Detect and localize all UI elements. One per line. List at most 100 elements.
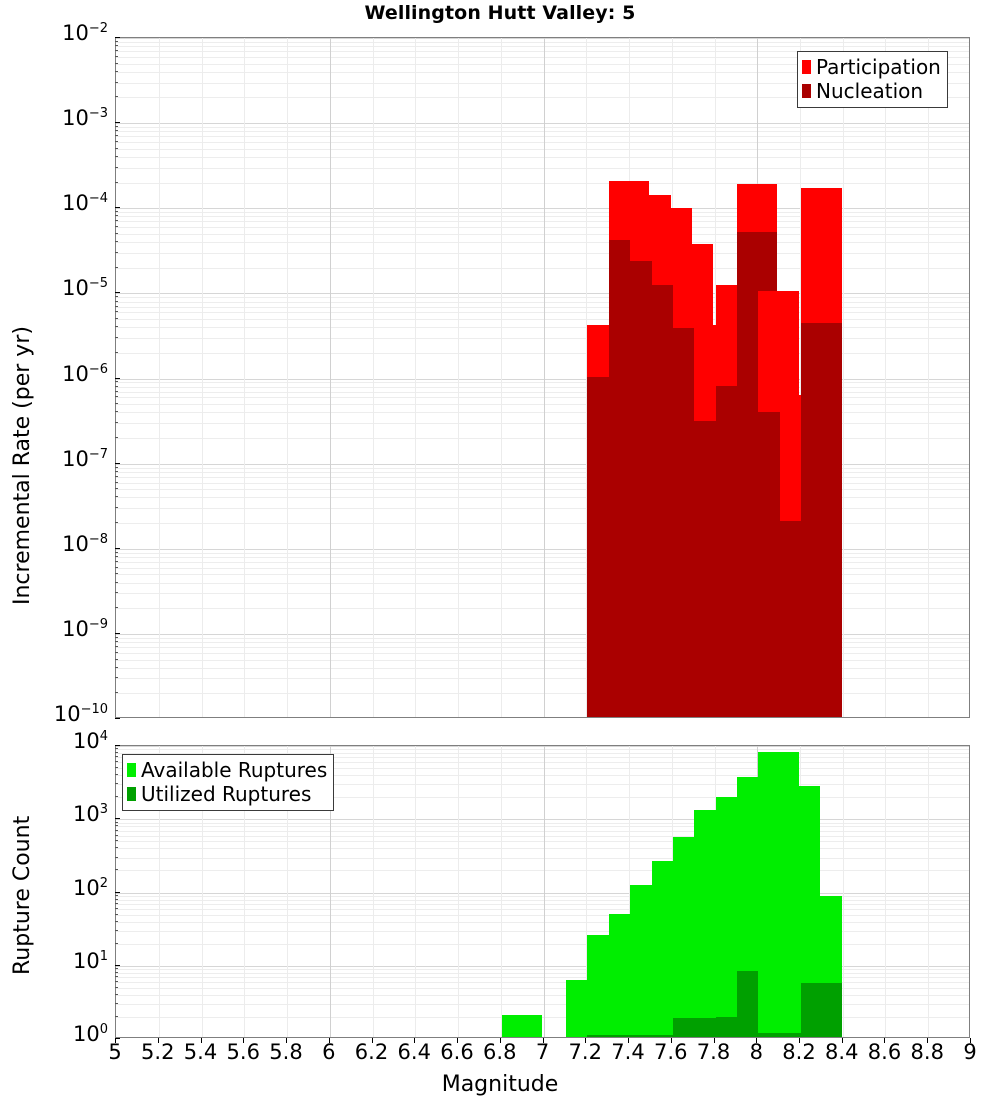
y-tick-mark-minor	[115, 167, 118, 168]
y-tick-label: 10−6	[62, 361, 108, 386]
legend-item-available-ruptures[interactable]: Available Ruptures	[127, 758, 327, 782]
bar-group[interactable]	[501, 746, 543, 1037]
y-tick-mark-minor	[115, 488, 118, 489]
y-tick-mark-minor	[115, 476, 118, 477]
y-tick-mark-minor	[115, 869, 118, 870]
x-axis-label: Magnitude	[441, 1072, 559, 1097]
y-tick-mark	[115, 1038, 120, 1039]
bar-segment-inner	[801, 982, 842, 1037]
page-title: Wellington Hutt Valley: 5	[364, 2, 636, 24]
x-tick-label: 5.6	[226, 1040, 260, 1064]
x-tick-label: 8	[749, 1040, 763, 1064]
y-tick-mark-minor	[115, 796, 118, 797]
y-tick-mark-minor	[115, 311, 118, 312]
y-tick-mark-minor	[115, 471, 118, 472]
y-tick-mark-minor	[115, 573, 118, 574]
y-tick-label: 10−9	[62, 616, 108, 641]
y-tick-mark	[115, 207, 120, 208]
y-tick-mark-minor	[115, 301, 118, 302]
bar-group[interactable]	[801, 38, 842, 717]
nucleation-swatch-icon	[802, 84, 811, 98]
y-tick-mark-minor	[115, 692, 118, 693]
y-tick-mark-minor	[115, 652, 118, 653]
y-tick-mark-minor	[115, 895, 118, 896]
legend-rupture-count: Available Ruptures Utilized Ruptures	[122, 754, 335, 811]
y-tick-mark-minor	[115, 552, 118, 553]
legend-item-participation[interactable]: Participation	[802, 55, 941, 79]
y-tick-mark	[115, 463, 120, 464]
y-tick-mark-minor	[115, 840, 118, 841]
y-tick-mark-minor	[115, 522, 118, 523]
y-tick-mark-minor	[115, 567, 118, 568]
x-tick-mark	[243, 1038, 244, 1043]
y-tick-mark-minor	[115, 296, 118, 297]
y-tick-mark-minor	[115, 267, 118, 268]
bar-group[interactable]	[801, 746, 842, 1037]
y-tick-mark-minor	[115, 914, 118, 915]
incremental-rate-plot	[115, 37, 970, 718]
x-tick-mark	[884, 1038, 885, 1043]
x-tick-mark	[201, 1038, 202, 1043]
x-tick-label: 8.4	[825, 1040, 859, 1064]
x-tick-mark	[585, 1038, 586, 1043]
bar-segment-inner	[651, 1035, 692, 1037]
bar-segment-inner	[608, 1035, 650, 1037]
y-tick-mark	[115, 892, 120, 893]
x-tick-label: 7.4	[611, 1040, 645, 1064]
participation-swatch-icon	[802, 60, 811, 74]
y-tick-mark-minor	[115, 908, 118, 909]
y-tick-mark-minor	[115, 82, 118, 83]
y-tick-mark-minor	[115, 396, 118, 397]
legend-label-available-ruptures: Available Ruptures	[141, 758, 328, 782]
y-tick-mark-minor	[115, 467, 118, 468]
y-tick-mark-minor	[115, 767, 118, 768]
x-tick-label: 7.6	[654, 1040, 688, 1064]
bar-segment-inner	[587, 1035, 628, 1037]
y-tick-mark-minor	[115, 45, 118, 46]
x-tick-mark	[329, 1038, 330, 1043]
bar-segment-outer	[501, 1014, 543, 1037]
x-tick-label: 5	[108, 1040, 122, 1064]
y-tick-mark	[115, 718, 120, 719]
y-tick-label: 10−3	[62, 106, 108, 131]
x-tick-mark	[671, 1038, 672, 1043]
x-tick-label: 8.8	[910, 1040, 944, 1064]
y-tick-mark-minor	[115, 226, 118, 227]
y-tick-mark-minor	[115, 141, 118, 142]
y-tick-mark	[115, 818, 120, 819]
legend-label-participation: Participation	[816, 55, 941, 79]
y-tick-mark-minor	[115, 50, 118, 51]
x-tick-label: 5.8	[269, 1040, 303, 1064]
y-tick-mark-minor	[115, 63, 118, 64]
x-tick-label: 6.8	[483, 1040, 517, 1064]
y-tick-mark-minor	[115, 968, 118, 969]
y-tick-mark-minor	[115, 646, 118, 647]
x-tick-mark	[799, 1038, 800, 1043]
y-axis-label-bottom: Rupture Count	[10, 815, 35, 975]
x-tick-mark	[115, 1038, 116, 1043]
y-tick-mark-minor	[115, 981, 118, 982]
x-tick-mark	[158, 1038, 159, 1043]
y-tick-mark-minor	[115, 921, 118, 922]
y-tick-mark-minor	[115, 220, 118, 221]
bar-group[interactable]	[459, 746, 499, 1037]
y-tick-mark-minor	[115, 987, 118, 988]
y-tick-mark-minor	[115, 641, 118, 642]
y-tick-mark-minor	[115, 972, 118, 973]
y-tick-mark-minor	[115, 899, 118, 900]
legend-item-nucleation[interactable]: Nucleation	[802, 79, 941, 103]
bars-incremental-rate	[116, 38, 969, 717]
y-tick-mark-minor	[115, 41, 118, 42]
y-tick-mark-minor	[115, 1016, 118, 1017]
y-tick-mark-minor	[115, 930, 118, 931]
y-tick-label: 102	[72, 875, 108, 900]
y-axis-label-top: Incremental Rate (per yr)	[10, 326, 35, 605]
y-tick-mark-minor	[115, 592, 118, 593]
y-tick-mark-minor	[115, 215, 118, 216]
legend-item-utilized-ruptures[interactable]: Utilized Ruptures	[127, 782, 327, 806]
y-tick-mark-minor	[115, 96, 118, 97]
x-tick-label: 6	[322, 1040, 336, 1064]
y-tick-mark	[115, 122, 120, 123]
y-tick-mark-minor	[115, 156, 118, 157]
